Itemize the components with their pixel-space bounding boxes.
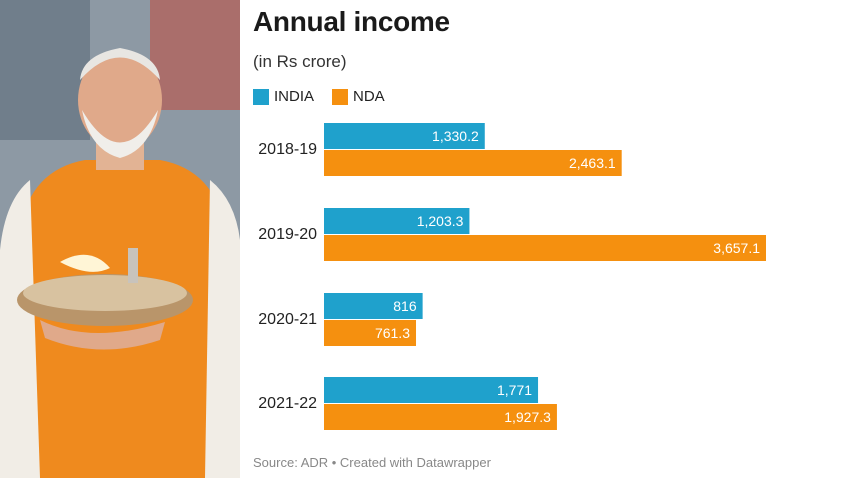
chart-source-note: Source: ADR • Created with Datawrapper xyxy=(253,455,491,470)
bar-value-label: 816 xyxy=(393,298,417,314)
bar-india xyxy=(324,293,423,319)
bar-value-label: 761.3 xyxy=(375,325,410,341)
bar-value-label: 2,463.1 xyxy=(569,155,616,171)
bar-india xyxy=(324,377,539,403)
legend-item-nda: NDA xyxy=(332,88,385,105)
bar-value-label: 1,771 xyxy=(497,382,532,398)
category-label: 2019-20 xyxy=(258,226,317,243)
bar-value-label: 1,927.3 xyxy=(504,409,551,425)
legend-swatch-india xyxy=(253,88,269,105)
person-holding-lamp-icon xyxy=(0,0,240,478)
legend-label-nda: NDA xyxy=(353,88,385,105)
person-photo xyxy=(0,0,240,478)
bar-india xyxy=(324,123,485,149)
bar-nda xyxy=(324,320,417,346)
bar-nda xyxy=(324,404,557,430)
chart-title: Annual income xyxy=(253,6,450,37)
bar-value-label: 1,330.2 xyxy=(432,128,479,144)
bar-value-label: 1,203.3 xyxy=(417,213,464,229)
bar-nda xyxy=(324,235,766,261)
bar-india xyxy=(324,208,470,234)
legend-item-india: INDIA xyxy=(253,88,314,105)
category-label: 2020-21 xyxy=(258,311,317,328)
category-label: 2018-19 xyxy=(258,141,317,158)
category-label: 2021-22 xyxy=(258,395,317,412)
bar-value-label: 3,657.1 xyxy=(713,240,760,256)
legend-label-india: INDIA xyxy=(274,88,315,105)
bar-chart: 2018-19 1,330.2 2,463.1 2019-20 1,203.3 3,657… xyxy=(258,123,766,430)
legend-swatch-nda xyxy=(332,88,349,105)
bar-nda xyxy=(324,150,622,176)
chart-legend: INDIA NDA xyxy=(253,88,403,105)
chart-subtitle: (in Rs crore) xyxy=(253,52,347,71)
